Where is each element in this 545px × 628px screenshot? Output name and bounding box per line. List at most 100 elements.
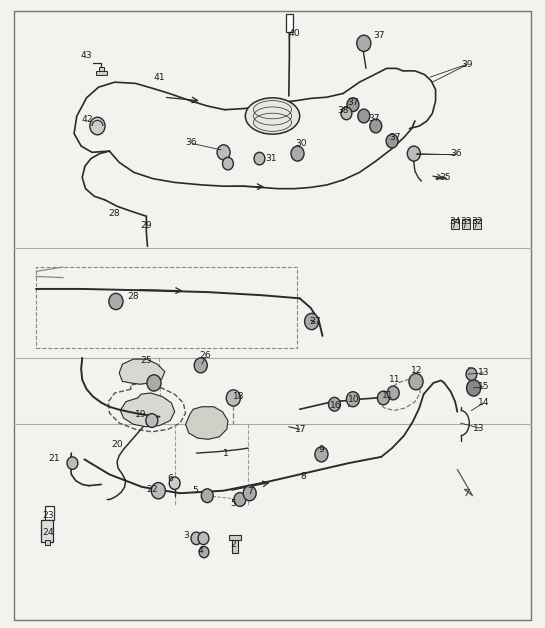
Text: 37: 37 — [347, 98, 359, 107]
Text: 31: 31 — [265, 154, 277, 163]
Circle shape — [467, 380, 481, 396]
Circle shape — [358, 109, 370, 123]
Circle shape — [347, 98, 359, 112]
Text: 40: 40 — [288, 30, 300, 38]
Text: 1: 1 — [223, 448, 229, 458]
Bar — [99, 67, 104, 71]
Circle shape — [147, 375, 161, 391]
Circle shape — [226, 390, 240, 406]
Text: 25: 25 — [141, 356, 152, 365]
Circle shape — [254, 153, 265, 165]
Circle shape — [347, 392, 360, 407]
Circle shape — [291, 146, 304, 161]
Circle shape — [146, 414, 158, 428]
Text: 30: 30 — [295, 139, 307, 148]
Circle shape — [201, 489, 213, 502]
Text: 42: 42 — [82, 116, 94, 124]
Bar — [36, 267, 297, 349]
Circle shape — [217, 145, 230, 160]
Text: 9: 9 — [318, 445, 324, 454]
Circle shape — [169, 477, 180, 489]
Text: 11: 11 — [389, 375, 400, 384]
Text: 28: 28 — [108, 209, 119, 219]
Text: 16: 16 — [330, 401, 342, 410]
Text: 37: 37 — [368, 114, 379, 123]
Bar — [229, 534, 241, 539]
Text: 23: 23 — [43, 511, 54, 520]
Circle shape — [357, 35, 371, 51]
Bar — [96, 71, 107, 75]
Circle shape — [222, 158, 233, 170]
Text: 37: 37 — [390, 133, 401, 142]
Text: 21: 21 — [48, 453, 60, 463]
Text: 18: 18 — [233, 392, 244, 401]
Bar — [286, 14, 293, 32]
Circle shape — [466, 368, 477, 381]
Circle shape — [199, 546, 209, 558]
Text: 11: 11 — [382, 391, 393, 400]
Text: 15: 15 — [477, 382, 489, 391]
Text: 5: 5 — [231, 499, 236, 507]
Text: 32: 32 — [471, 217, 483, 225]
Circle shape — [378, 391, 389, 405]
Text: 8: 8 — [300, 472, 306, 482]
Circle shape — [409, 374, 423, 390]
Polygon shape — [120, 393, 174, 427]
Circle shape — [386, 134, 398, 148]
Bar — [232, 538, 238, 553]
Bar — [41, 519, 53, 542]
Text: 4: 4 — [198, 546, 204, 555]
Bar — [473, 219, 481, 229]
Circle shape — [243, 485, 256, 501]
Text: 26: 26 — [199, 351, 211, 360]
Text: 24: 24 — [43, 528, 54, 536]
Circle shape — [67, 457, 78, 469]
Text: 3: 3 — [184, 531, 190, 540]
Circle shape — [194, 358, 207, 373]
Bar — [451, 219, 459, 229]
Text: 37: 37 — [373, 31, 385, 40]
Text: 29: 29 — [141, 220, 152, 229]
Circle shape — [329, 398, 341, 411]
Text: 35: 35 — [440, 173, 451, 182]
Text: 39: 39 — [462, 60, 473, 69]
Text: 41: 41 — [154, 73, 165, 82]
Text: 36: 36 — [450, 149, 462, 158]
Text: 34: 34 — [449, 217, 461, 225]
Circle shape — [407, 146, 420, 161]
Circle shape — [90, 117, 105, 135]
Circle shape — [109, 293, 123, 310]
Text: 10: 10 — [348, 395, 360, 404]
Ellipse shape — [245, 98, 300, 134]
Text: 13: 13 — [477, 369, 489, 377]
Text: 27: 27 — [309, 317, 320, 326]
Circle shape — [234, 492, 246, 506]
Text: 14: 14 — [477, 399, 489, 408]
Circle shape — [315, 447, 328, 462]
Bar — [462, 219, 470, 229]
Text: 19: 19 — [135, 409, 147, 419]
Bar — [45, 539, 50, 544]
Text: 36: 36 — [185, 138, 197, 147]
Text: 22: 22 — [146, 485, 158, 494]
Text: 38: 38 — [337, 107, 349, 116]
Text: 13: 13 — [473, 423, 485, 433]
Text: 43: 43 — [81, 51, 93, 60]
Text: 7: 7 — [247, 487, 252, 497]
Polygon shape — [119, 359, 165, 384]
Text: 17: 17 — [295, 425, 306, 434]
Text: 33: 33 — [461, 217, 472, 225]
Text: 20: 20 — [111, 440, 123, 449]
Text: 5: 5 — [192, 486, 198, 495]
Circle shape — [387, 386, 399, 400]
Circle shape — [341, 107, 352, 120]
Polygon shape — [185, 407, 228, 440]
Bar — [45, 506, 54, 519]
Circle shape — [152, 482, 166, 499]
Text: 12: 12 — [411, 366, 422, 375]
Text: 28: 28 — [128, 292, 139, 301]
Circle shape — [198, 532, 209, 544]
Circle shape — [370, 119, 381, 133]
Text: 2: 2 — [230, 540, 236, 549]
Circle shape — [191, 532, 202, 544]
